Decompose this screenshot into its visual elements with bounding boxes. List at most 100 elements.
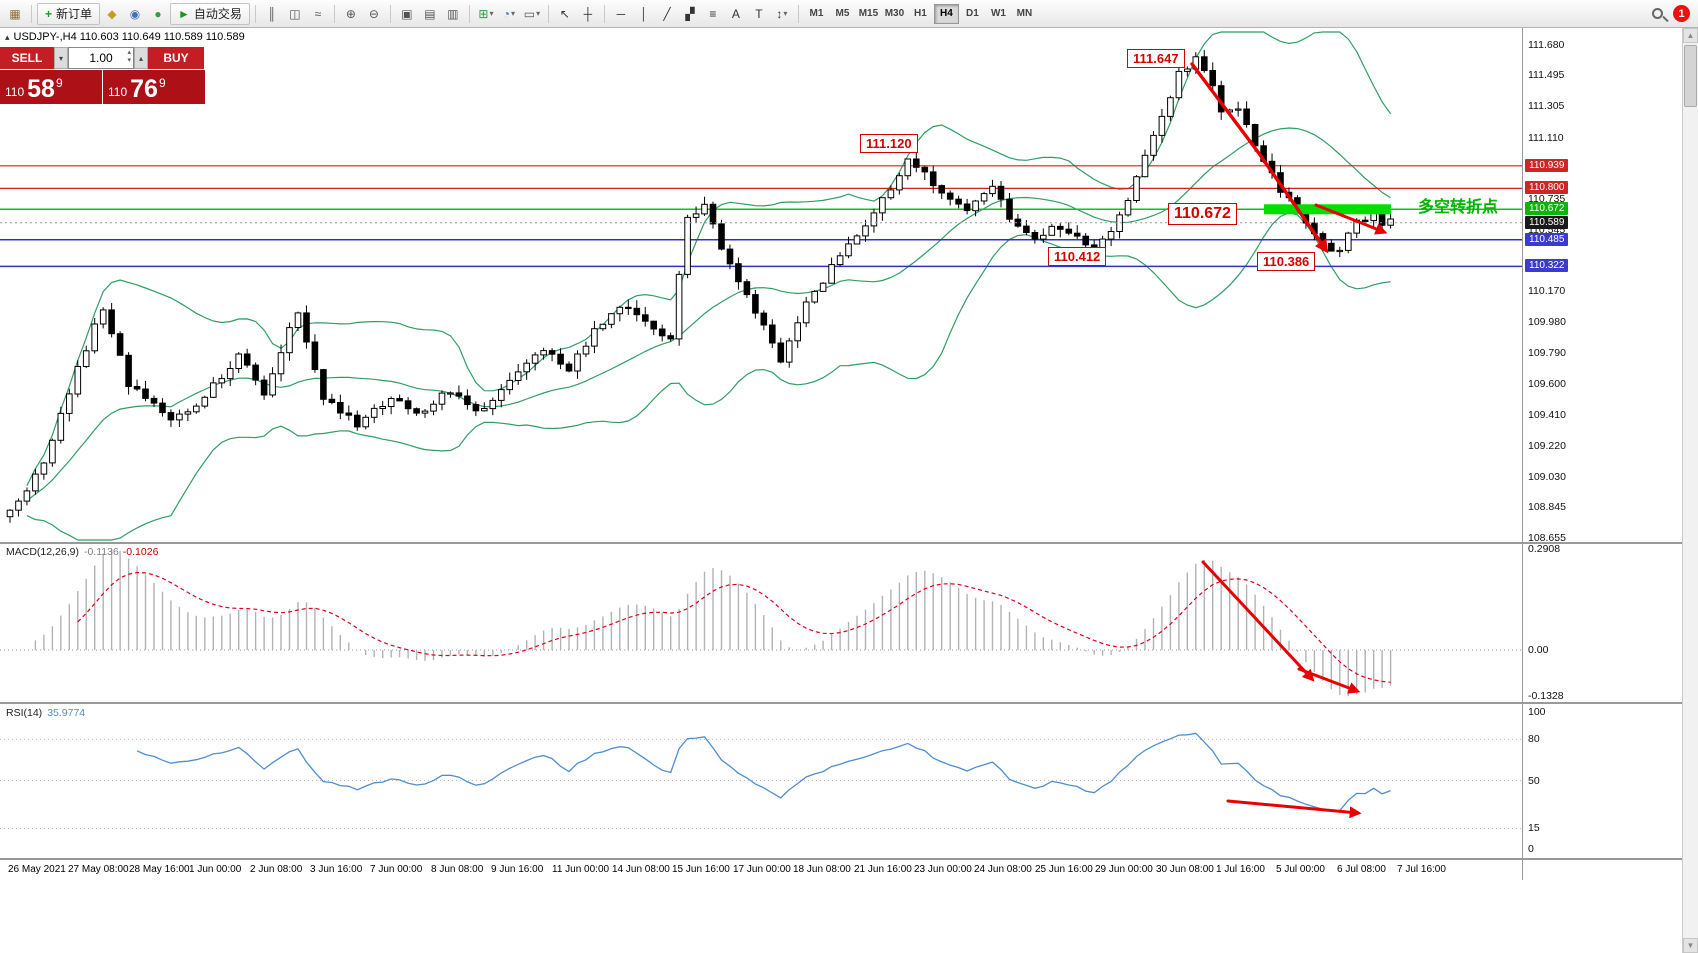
price-tick: 111.110: [1528, 132, 1564, 144]
macd-name: MACD(12,26,9): [6, 546, 79, 558]
text-icon[interactable]: A: [731, 6, 740, 21]
price-badge: 110.485: [1525, 233, 1569, 246]
price-tick: 110.170: [1528, 285, 1566, 297]
cursor-icon[interactable]: ↖: [559, 6, 570, 21]
macd-rsi-separator[interactable]: [0, 702, 1682, 704]
new-order-button-icon: +: [45, 6, 53, 21]
refresh-icon[interactable]: ●: [154, 6, 162, 21]
candles-layer: [6, 50, 1394, 523]
channel-icon[interactable]: ▞: [685, 6, 695, 21]
one-click-trading-panel: SELL ▾ 1.00 ▴ ▾ ▴ BUY 110 58 9 110 76 9: [0, 47, 206, 104]
indicators-icon[interactable]: ◆: [107, 6, 117, 21]
price-annotation[interactable]: 110.412: [1048, 247, 1107, 266]
price-tick: 109.980: [1528, 316, 1566, 328]
sell-button[interactable]: SELL: [0, 47, 54, 69]
line-chart-icon[interactable]: ≈: [314, 6, 322, 21]
price-annotation[interactable]: 110.386: [1257, 252, 1316, 271]
volume-input[interactable]: 1.00 ▴ ▾: [68, 47, 134, 69]
time-label: 15 Jun 16:00: [672, 864, 730, 875]
main-macd-separator[interactable]: [0, 542, 1682, 544]
price-annotation[interactable]: 111.647: [1127, 49, 1185, 68]
timeframe-m15-button[interactable]: M15: [858, 8, 879, 19]
horizontal-line-icon[interactable]: ─: [616, 6, 626, 21]
chevron-down-icon: ▾: [536, 9, 541, 18]
time-label: 26 May 2021: [8, 864, 66, 875]
new-order-button[interactable]: + 新订单: [37, 2, 101, 25]
macd-scale-tick: 0.00: [1528, 644, 1549, 656]
time-label: 8 Jun 08:00: [431, 864, 484, 875]
zoom-out-icon[interactable]: ⊖: [368, 6, 379, 21]
buy-price-pips: 76: [130, 75, 158, 103]
time-axis[interactable]: 26 May 2021 27 May 08:00 28 May 16:00 1 Jun…: [0, 860, 1522, 880]
turning-point-note[interactable]: 多空转折点: [1418, 199, 1499, 216]
price-scale-separator: [1522, 28, 1523, 880]
vertical-line-icon[interactable]: │: [640, 6, 648, 21]
price-annotation[interactable]: 110.672: [1168, 203, 1237, 225]
macd-scale-tick: -0.1328: [1528, 690, 1564, 702]
zoom-in-icon[interactable]: ⊕: [345, 6, 356, 21]
price-annotation[interactable]: 111.120: [860, 134, 918, 153]
snapshot-icon[interactable]: ▭ ▾: [523, 6, 541, 21]
profiles-icon[interactable]: ◉: [129, 6, 141, 21]
timeframe-h1-button[interactable]: H1: [914, 8, 927, 19]
fibonacci-icon[interactable]: ≡: [709, 6, 717, 21]
price-badge: 110.322: [1525, 259, 1569, 272]
sell-price-point: 9: [55, 76, 63, 90]
crosshair-icon[interactable]: ┼: [583, 6, 593, 21]
time-label: 5 Jul 00:00: [1276, 864, 1325, 875]
autotrade-button[interactable]: ► 自动交易: [170, 2, 250, 25]
price-tick: 109.600: [1528, 378, 1566, 390]
vertical-scrollbar[interactable]: ▲ ▼: [1682, 28, 1698, 953]
price-scale[interactable]: 111.680 111.495 111.305 111.110 110.735 110.5…: [1524, 0, 1604, 953]
trend-arrow: [1190, 62, 1329, 254]
notification-badge[interactable]: 1: [1673, 5, 1690, 22]
buy-price-button[interactable]: 110 76 9: [103, 70, 205, 104]
rsi-scale-tick: 100: [1528, 706, 1546, 718]
app-chart-icon[interactable]: ▦: [9, 6, 21, 21]
time-label: 3 Jun 16:00: [310, 864, 363, 875]
timeframe-h4-button[interactable]: H4: [933, 3, 959, 24]
time-label: 24 Jun 08:00: [974, 864, 1032, 875]
new-chart-icon[interactable]: ⊞ ▾: [478, 6, 494, 21]
trendline-icon[interactable]: ╱: [663, 6, 671, 21]
timeframe-m5-button[interactable]: M5: [835, 8, 850, 19]
scroll-up-icon[interactable]: ▲: [1683, 28, 1698, 43]
macd-value-2: -0.1026: [122, 546, 159, 558]
sell-dropdown-icon[interactable]: ▾: [54, 47, 68, 69]
volume-value: 1.00: [89, 51, 113, 65]
timeframe-m30-button[interactable]: M30: [884, 8, 905, 19]
volume-spinner[interactable]: ▴ ▾: [127, 49, 131, 64]
label-icon[interactable]: T: [755, 6, 763, 21]
time-label: 7 Jun 00:00: [370, 864, 423, 875]
time-label: 18 Jun 08:00: [793, 864, 851, 875]
scrollbar-thumb[interactable]: [1684, 45, 1697, 107]
price-tick: 111.305: [1528, 100, 1565, 112]
trend-arrow: [1297, 667, 1361, 694]
tile-windows-icon[interactable]: ▣: [401, 6, 413, 21]
scroll-down-icon[interactable]: ▼: [1683, 938, 1698, 953]
sell-price-button[interactable]: 110 58 9: [0, 70, 102, 104]
bars-chart-icon[interactable]: ║: [267, 6, 277, 21]
timeframe-mn-button[interactable]: MN: [1016, 8, 1033, 19]
chevron-down-icon: ▾: [511, 9, 516, 18]
buy-dropdown-icon[interactable]: ▴: [134, 47, 148, 69]
big-price-row: 110 58 9 110 76 9: [0, 70, 206, 104]
timeframe-d1-button[interactable]: D1: [966, 8, 979, 19]
timeframe-w1-button[interactable]: W1: [990, 8, 1006, 19]
buy-button[interactable]: BUY: [148, 47, 204, 69]
timeframe-m1-button[interactable]: M1: [809, 8, 824, 19]
arrows-tool-icon[interactable]: ↕ ▾: [776, 6, 788, 21]
arrange-windows-icon[interactable]: ▥: [447, 6, 459, 21]
toolbar-separator: [333, 4, 335, 23]
cascade-windows-icon[interactable]: ▤: [424, 6, 436, 21]
price-badge: 110.939: [1525, 159, 1569, 172]
candlestick-chart-icon[interactable]: ◫: [289, 6, 301, 21]
period-clock-icon[interactable]: ◔ ▾: [502, 6, 516, 21]
toolbar-separator: [31, 4, 32, 23]
search-icon[interactable]: [1646, 3, 1668, 25]
toolbar-separator: [547, 4, 549, 23]
buy-price-point: 9: [158, 76, 166, 90]
time-label: 17 Jun 00:00: [733, 864, 791, 875]
trend-arrow: [1201, 560, 1315, 682]
